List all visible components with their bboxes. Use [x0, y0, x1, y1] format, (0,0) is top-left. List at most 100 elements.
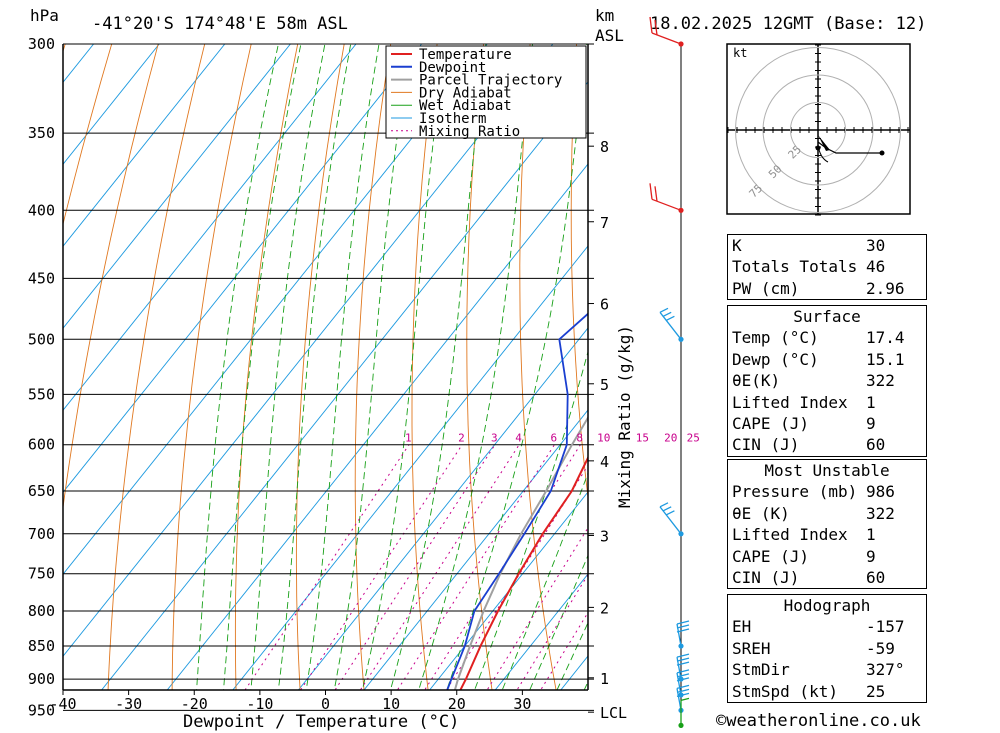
table-section-title: Surface: [793, 307, 861, 326]
table-row-label: Temp (°C): [732, 328, 819, 348]
legend-label: Temperature: [419, 47, 512, 63]
table-row-label: K: [732, 236, 742, 255]
table-row-value: 327°: [866, 660, 905, 680]
isotherm-line: [63, 44, 160, 165]
table-row: Dewp (°C) 15.1: [728, 349, 926, 370]
x-tick-label: -40: [49, 695, 76, 713]
legend-label: Wet Adiabat: [419, 98, 512, 114]
table-row-value: 322: [866, 503, 895, 523]
table-row-value: 17.4: [866, 328, 905, 348]
hodograph-unit: kt: [733, 46, 747, 60]
mixing-ratio-label: 10: [597, 432, 610, 445]
pressure-unit-label: hPa: [30, 6, 59, 25]
pressure-tick-label: 350: [28, 124, 55, 142]
table-row-label: Lifted Index: [732, 525, 848, 545]
table-row: StmSpd (kt) 25: [728, 681, 926, 702]
wet-adiabat-line: [305, 44, 380, 690]
table-row-value: -59: [866, 638, 895, 658]
mixing-ratio-line: [396, 444, 555, 690]
mixing-ratio-label: 3: [491, 432, 498, 445]
hodograph-point: [879, 150, 885, 156]
mixing-ratio-line: [359, 444, 520, 690]
pressure-tick-label: 300: [28, 35, 55, 53]
table-row-value: 25: [866, 681, 886, 701]
table-row-label: Totals Totals: [732, 257, 858, 277]
pressure-tick-label: 650: [28, 482, 55, 500]
table-row-value: 9: [866, 546, 876, 566]
isotherm-line: [63, 44, 291, 329]
temperature-line: [459, 455, 588, 690]
date-title: 18.02.2025 12GMT (Base: 12): [650, 14, 926, 34]
table-row: K 30: [728, 235, 926, 256]
wet-adiabat-line: [390, 44, 487, 690]
hodograph-table: Hodograph EH -157 SREH -59 StmDir 327° StmSpd (…: [727, 594, 927, 704]
mixing-ratio-axis-label: Mixing Ratio (g/kg): [615, 325, 634, 508]
table-row-label: PW (cm): [732, 278, 800, 298]
storm-motion-arrow: [818, 135, 830, 151]
wind-barb: [676, 653, 690, 680]
km-label: km: [595, 6, 614, 25]
mixing-ratio-label: 2: [458, 432, 465, 445]
pressure-tick-label: 500: [28, 330, 55, 348]
legend-label: Dewpoint: [419, 60, 486, 76]
dry-adiabat-line: [63, 44, 159, 511]
table-row-value: 60: [866, 435, 886, 455]
mixing-ratio-label: 20: [664, 432, 677, 445]
table-row-value: 46: [866, 257, 886, 277]
pressure-tick-label: 850: [28, 637, 55, 655]
table-row: PW (cm) 2.96: [728, 278, 926, 299]
isotherm-line: [429, 491, 588, 690]
wind-barb: [676, 684, 690, 711]
pressure-tick-label: 900: [28, 670, 55, 688]
table-row-label: CAPE (J): [732, 414, 810, 434]
mixing-ratio-label: 25: [687, 432, 700, 445]
km-tick-label: 5: [600, 376, 609, 394]
dewpoint-line: [446, 312, 588, 690]
pressure-tick-label: 600: [28, 436, 55, 454]
wet-adiabat-line: [529, 554, 588, 690]
wet-adiabat-line: [474, 350, 588, 690]
wet-adiabat-line: [446, 44, 587, 690]
table-row: SREH -59: [728, 638, 926, 659]
wet-adiabat-line: [501, 471, 588, 690]
table-row-label: EH: [732, 617, 752, 637]
isotherm-line: [63, 44, 95, 83]
wet-adiabat-line: [556, 621, 588, 690]
table-row-value: 986: [866, 482, 895, 502]
legend-label: Dry Adiabat: [419, 85, 512, 101]
isotherm-line: [63, 44, 226, 247]
table-row-value: 322: [866, 371, 895, 391]
dry-adiabat-line: [63, 44, 113, 226]
wind-barb: [659, 502, 682, 535]
km-tick-label: 7: [600, 214, 609, 232]
table-row-label: StmDir: [732, 660, 790, 680]
pressure-tick-label: 800: [28, 602, 55, 620]
table-row-label: θE(K): [732, 371, 781, 391]
table-row-label: CIN (J): [732, 568, 800, 588]
km-tick-label: 1: [600, 670, 609, 688]
table-row: Lifted Index 1: [728, 392, 926, 413]
mixing-ratio-label: 6: [551, 432, 558, 445]
wind-barb: [649, 183, 682, 211]
wind-barb: [680, 697, 690, 726]
pressure-tick-label: 550: [28, 385, 55, 403]
mixing-ratio-label: 4: [515, 432, 522, 445]
dry-adiabat-line: [171, 44, 252, 690]
table-row-label: Dewp (°C): [732, 349, 819, 369]
table-row-value: 2.96: [866, 278, 905, 298]
profile-lines: [446, 312, 588, 690]
table-row: StmDir 327°: [728, 659, 926, 680]
hodograph-ring: [762, 74, 874, 186]
hodograph-ring: [735, 47, 901, 213]
km-tick-label: LCL: [600, 704, 627, 722]
table-row: CIN (J) 60: [728, 567, 926, 588]
table-row-value: 1: [866, 525, 876, 545]
table-row: CIN (J) 60: [728, 434, 926, 455]
legend-label: Parcel Trajectory: [419, 73, 562, 89]
most-unstable-table: Most Unstable Pressure (mb) 986 θE (K) 322 Li…: [727, 459, 927, 590]
table-row-label: Pressure (mb): [732, 482, 858, 502]
table-row: Temp (°C) 17.4: [728, 327, 926, 348]
dry-adiabat-line: [990, 4, 1000, 733]
